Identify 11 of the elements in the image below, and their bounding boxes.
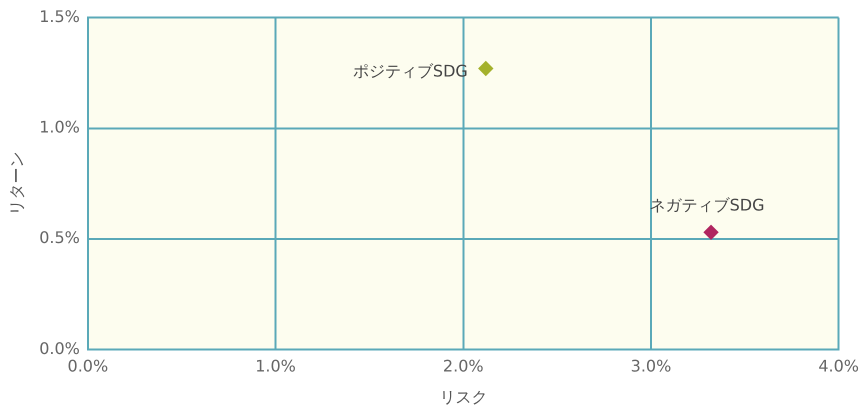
x-tick-label: 4.0%	[818, 356, 860, 376]
y-tick-label: 0.5%	[39, 228, 80, 248]
x-tick-label: 2.0%	[442, 356, 484, 376]
y-tick-label: 0.0%	[39, 338, 80, 358]
y-axis-title: リターン	[6, 152, 26, 216]
y-tick-label: 1.0%	[39, 117, 80, 136]
x-tick-label: 1.0%	[255, 356, 296, 376]
x-axis-title: リスク	[439, 388, 488, 407]
y-tick-label: 1.5%	[39, 6, 80, 26]
x-tick-label: 3.0%	[630, 356, 672, 376]
x-tick-label: 0.0%	[68, 356, 108, 376]
